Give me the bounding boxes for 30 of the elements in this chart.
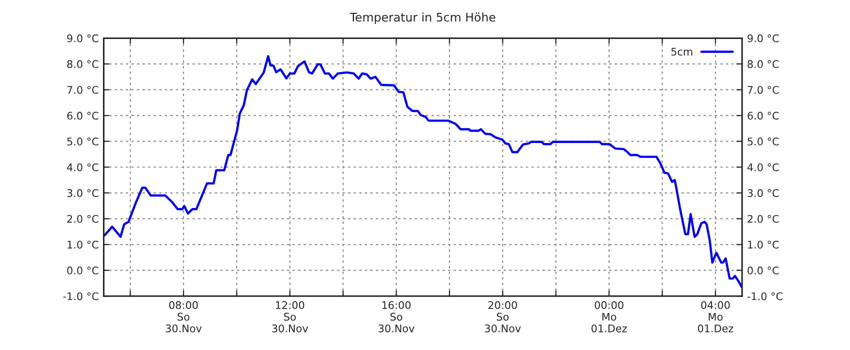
y-tick-label: 5.0 °C (67, 138, 98, 146)
y-tick-label: 0.0 °C (67, 266, 98, 274)
y2-tick-label: 0.0 °C (748, 266, 779, 274)
legend-label: 5cm (671, 48, 692, 56)
y-tick-label: 9.0 °C (67, 34, 98, 42)
y2-tick-label: 8.0 °C (748, 60, 779, 68)
x-tick-label: 16:00 So 30.Nov (378, 301, 414, 332)
y2-tick-label: 2.0 °C (748, 214, 779, 223)
y-tick-label: 2.0 °C (67, 214, 98, 223)
y2-tick-label: -1.0 °C (747, 292, 782, 300)
y2-tick-label: 5.0 °C (748, 138, 779, 146)
x-tick-label: 04:00 Mo 01.Dez (698, 301, 734, 332)
y2-tick-label: 4.0 °C (747, 163, 779, 172)
y2-tick-label: 9.0 °C (748, 34, 779, 42)
y-tick-label: 7.0 °C (67, 86, 98, 94)
y-tick-label: 4.0 °C (66, 163, 98, 172)
x-tick-label: 08:00 So 30.Nov (166, 301, 202, 332)
x-tick-label: 20:00 So 30.Nov (485, 301, 521, 332)
chart-title: Temperatur in 5cm Höhe (350, 12, 496, 24)
y2-tick-label: 1.0 °C (748, 240, 779, 249)
y2-tick-label: 6.0 °C (748, 112, 779, 120)
y-tick-label: 8.0 °C (67, 60, 98, 68)
x-tick-label: 12:00 So 30.Nov (272, 301, 308, 332)
y-tick-label: 3.0 °C (67, 189, 98, 198)
y2-tick-label: 3.0 °C (748, 189, 779, 198)
y-tick-label: -1.0 °C (63, 292, 98, 300)
x-tick-label: 00:00 Mo 01.Dez (592, 301, 627, 332)
y-tick-label: 6.0 °C (67, 112, 98, 120)
y2-tick-label: 7.0 °C (748, 86, 779, 94)
y-tick-label: 1.0 °C (68, 240, 98, 249)
